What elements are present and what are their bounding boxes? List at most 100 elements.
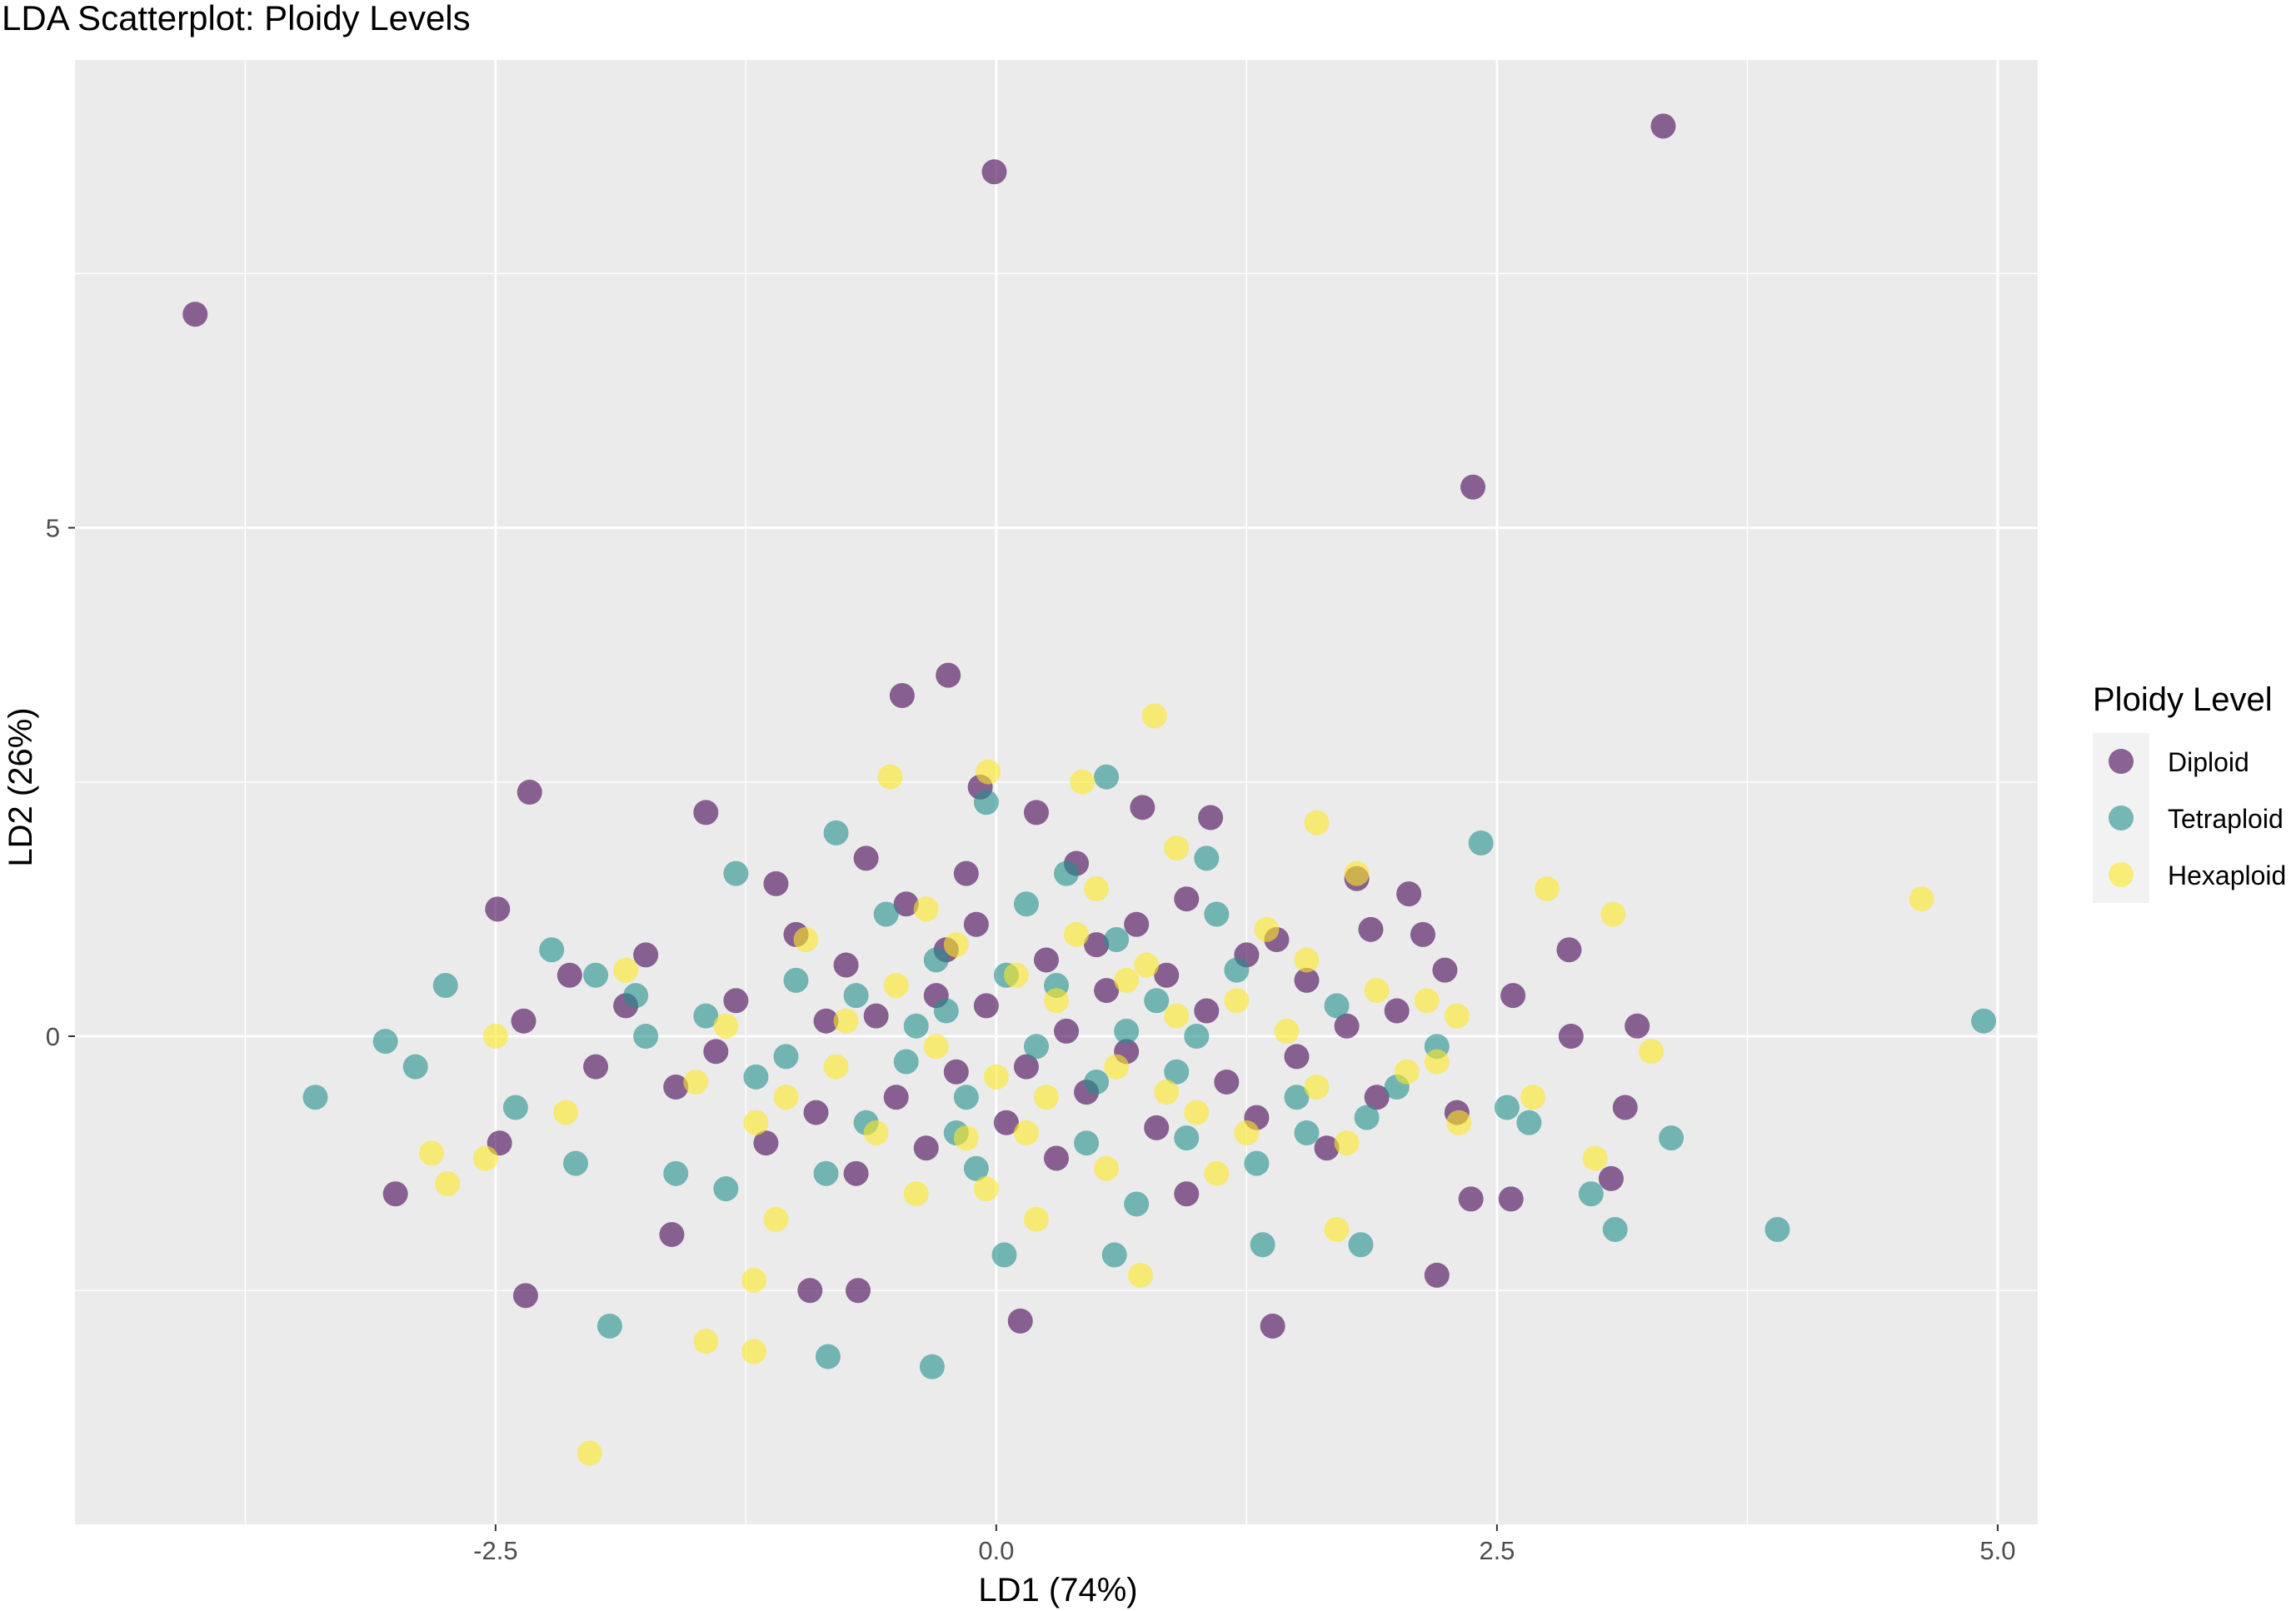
data-point-diploid <box>1144 1115 1170 1140</box>
data-point-hexaploid <box>1184 1100 1210 1125</box>
data-point-diploid <box>382 1181 408 1207</box>
data-point-tetraploid <box>502 1095 528 1120</box>
data-point-tetraploid <box>1468 830 1494 856</box>
data-point-hexaploid <box>435 1171 461 1197</box>
data-point-tetraploid <box>1250 1232 1275 1258</box>
data-point-hexaploid <box>1582 1145 1608 1171</box>
data-point-tetraploid <box>1294 1120 1320 1145</box>
data-point-tetraploid <box>713 1176 739 1202</box>
data-point-hexaploid <box>1127 1262 1153 1288</box>
data-point-diploid <box>1094 978 1120 1004</box>
data-point-hexaploid <box>1254 916 1280 942</box>
data-point-hexaploid <box>1639 1039 1665 1065</box>
data-point-diploid <box>1174 886 1200 912</box>
data-point-diploid <box>1556 937 1582 963</box>
data-point-diploid <box>833 952 859 978</box>
data-point-tetraploid <box>773 1044 799 1070</box>
data-point-tetraploid <box>1184 1024 1210 1049</box>
data-point-hexaploid <box>1304 1075 1330 1100</box>
data-point-diploid <box>1194 998 1220 1024</box>
data-point-tetraploid <box>583 962 609 988</box>
data-point-hexaploid <box>743 1110 769 1135</box>
x-tick-label: -2.5 <box>473 1536 517 1565</box>
data-point-diploid <box>981 159 1007 185</box>
data-point-hexaploid <box>823 1054 849 1080</box>
data-point-tetraploid <box>1244 1150 1270 1176</box>
data-point-diploid <box>1084 932 1110 958</box>
data-point-diploid <box>1023 800 1049 825</box>
data-point-tetraploid <box>953 1085 979 1110</box>
data-point-hexaploid <box>913 896 939 922</box>
data-point-hexaploid <box>833 1008 859 1034</box>
data-point-diploid <box>1130 795 1155 820</box>
y-axis-title: LD2 (26%) <box>2 707 39 866</box>
legend-key-tetraploid <box>2109 806 2134 830</box>
data-point-diploid <box>1384 998 1410 1024</box>
data-point-diploid <box>1625 1013 1650 1039</box>
data-point-tetraploid <box>933 998 959 1024</box>
x-tick-label: 5.0 <box>1979 1536 2015 1565</box>
data-point-hexaploid <box>1324 1216 1350 1242</box>
legend-item-hexaploid: Hexaploid <box>2109 860 2286 890</box>
data-point-hexaploid <box>1394 1059 1420 1085</box>
x-axis: -2.5 0.0 2.5 5.0 <box>473 1524 2015 1565</box>
data-point-diploid <box>1396 881 1422 907</box>
data-point-tetraploid <box>1224 957 1250 983</box>
data-point-tetraploid <box>723 860 749 886</box>
data-point-tetraploid <box>623 983 649 1009</box>
data-point-diploid <box>182 302 208 327</box>
data-point-diploid <box>512 1283 538 1309</box>
data-point-tetraploid <box>1054 860 1080 886</box>
data-point-hexaploid <box>1104 1054 1130 1080</box>
data-point-hexaploid <box>1064 921 1090 947</box>
data-point-hexaploid <box>1535 875 1560 901</box>
data-point-diploid <box>753 1130 779 1156</box>
data-point-hexaploid <box>553 1100 578 1125</box>
data-point-tetraploid <box>596 1313 622 1339</box>
data-point-hexaploid <box>1414 988 1440 1014</box>
data-point-diploid <box>1424 1262 1450 1288</box>
data-point-hexaploid <box>1044 988 1069 1014</box>
data-point-hexaploid <box>1164 1003 1190 1029</box>
data-point-diploid <box>943 1059 969 1085</box>
data-point-hexaploid <box>472 1145 498 1171</box>
major-gridlines <box>75 60 2038 1524</box>
data-point-tetraploid <box>783 967 809 993</box>
legend-label-tetraploid: Tetraploid <box>2168 804 2284 834</box>
data-point-hexaploid <box>1294 947 1320 973</box>
data-point-hexaploid <box>1424 1049 1450 1075</box>
data-point-hexaploid <box>1023 1206 1049 1232</box>
data-point-tetraploid <box>402 1054 428 1080</box>
data-point-diploid <box>583 1054 609 1080</box>
data-point-hexaploid <box>877 764 903 790</box>
data-point-hexaploid <box>482 1024 508 1049</box>
data-point-hexaploid <box>1344 860 1370 886</box>
data-point-hexaploid <box>1003 962 1029 988</box>
data-point-tetraploid <box>1144 988 1170 1014</box>
data-point-hexaploid <box>983 1064 1009 1090</box>
data-point-diploid <box>517 780 542 805</box>
data-point-hexaploid <box>773 1085 799 1110</box>
data-point-hexaploid <box>953 1125 979 1151</box>
data-point-diploid <box>511 1008 537 1034</box>
data-point-hexaploid <box>1154 1080 1180 1105</box>
data-point-hexaploid <box>1204 1160 1230 1186</box>
data-point-diploid <box>1410 921 1435 947</box>
data-point-tetraploid <box>1602 1216 1628 1242</box>
data-point-tetraploid <box>1348 1232 1374 1258</box>
data-point-diploid <box>703 1039 729 1065</box>
data-point-hexaploid <box>1013 1120 1039 1145</box>
data-point-tetraploid <box>1074 1130 1100 1156</box>
data-point-tetraploid <box>302 1085 328 1110</box>
data-point-tetraploid <box>1124 1191 1150 1217</box>
data-point-diploid <box>1174 1181 1200 1207</box>
data-point-hexaploid <box>1364 978 1390 1004</box>
data-point-diploid <box>763 870 789 896</box>
data-point-diploid <box>723 988 749 1014</box>
x-tick-label: 0.0 <box>978 1536 1014 1565</box>
data-point-diploid <box>1460 474 1486 500</box>
data-point-tetraploid <box>1494 1095 1520 1120</box>
data-point-tetraploid <box>1578 1181 1604 1207</box>
data-point-hexaploid <box>1094 1155 1120 1181</box>
data-point-tetraploid <box>815 1344 841 1369</box>
